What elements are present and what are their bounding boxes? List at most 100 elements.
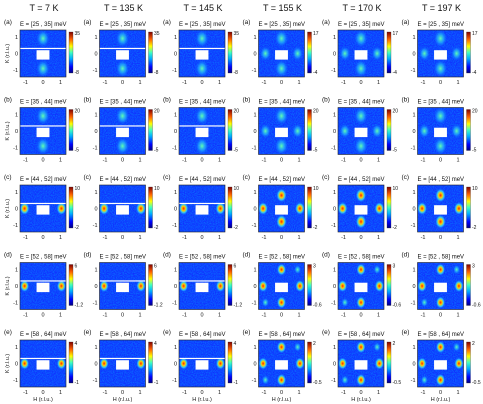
plot-frame bbox=[99, 184, 146, 233]
y-tick-label: -1 bbox=[93, 68, 98, 74]
y-tick-label: 0 bbox=[15, 129, 18, 135]
energy-range-label: E = [44 , 52] meV bbox=[100, 177, 147, 183]
panel: (e) E = [58 , 64] meV 1 0 -1 -1 0 1 H (r.l.u.) 2 -… bbox=[243, 329, 322, 403]
x-tick-label: 0 bbox=[439, 235, 442, 241]
intensity-spot bbox=[420, 297, 429, 308]
x-tick-label: -1 bbox=[23, 390, 28, 396]
colorbar-min-label: -5 bbox=[472, 148, 477, 154]
x-tick-label: 0 bbox=[41, 235, 44, 241]
colorbar-max-label: 4 bbox=[234, 341, 237, 347]
x-tick-label: -1 bbox=[103, 235, 108, 241]
y-tick-label: 1 bbox=[174, 268, 177, 274]
column-title: T = 170 K bbox=[342, 3, 381, 13]
intensity-spot bbox=[339, 45, 351, 62]
x-axis-label: H (r.l.u.) bbox=[113, 397, 133, 403]
masked-line bbox=[179, 202, 225, 205]
x-tick-label: -1 bbox=[103, 158, 108, 164]
colorbar bbox=[466, 186, 471, 229]
y-tick-label: -1 bbox=[93, 378, 98, 384]
y-tick-label: 1 bbox=[253, 113, 256, 119]
colorbar bbox=[386, 186, 392, 229]
intensity-spot bbox=[98, 201, 110, 216]
colorbar-max-label: 20 bbox=[75, 109, 81, 115]
masked-region bbox=[275, 127, 288, 138]
x-tick-label: 0 bbox=[121, 390, 124, 396]
panel: (b) E = [35 , 44] meV 1 0 -1 -1 0 1 20 -5 bbox=[322, 97, 398, 164]
y-tick-label: 0 bbox=[94, 284, 97, 290]
colorbar-max-label: 6 bbox=[75, 264, 78, 270]
y-tick-label: 1 bbox=[412, 268, 415, 274]
y-tick-label: 1 bbox=[94, 35, 97, 41]
intensity-spot bbox=[56, 201, 67, 216]
intensity-spot bbox=[215, 357, 226, 370]
masked-region bbox=[195, 360, 209, 370]
panel-letter: (d) bbox=[84, 252, 92, 259]
y-tick-label: 1 bbox=[253, 35, 256, 41]
colorbar-max-label: 2 bbox=[393, 341, 396, 347]
panel: (b) E = [35 , 44] meV 1 0 -1 -1 0 1 20 -5 bbox=[243, 97, 319, 164]
intensity-spot bbox=[374, 279, 385, 293]
panel-letter: (e) bbox=[243, 329, 251, 336]
y-tick-label: -1 bbox=[13, 300, 18, 306]
x-tick-label: 1 bbox=[456, 235, 459, 241]
x-tick-label: -1 bbox=[262, 313, 267, 319]
intensity-spot bbox=[194, 106, 210, 126]
intensity-spot bbox=[418, 123, 431, 139]
y-tick-label: 0 bbox=[253, 362, 256, 368]
energy-range-label: E = [44 , 52] meV bbox=[259, 177, 306, 183]
y-tick-label: 0 bbox=[94, 129, 97, 135]
x-tick-label: 1 bbox=[456, 313, 459, 319]
colorbar bbox=[466, 31, 471, 74]
energy-range-label: E = [25 , 35] meV bbox=[20, 22, 67, 28]
intensity-spot bbox=[258, 357, 268, 370]
colorbar-max-label: 3 bbox=[393, 264, 396, 270]
masked-region bbox=[116, 360, 129, 370]
colorbar-max-label: 4 bbox=[154, 341, 157, 347]
intensity-spot bbox=[418, 45, 431, 62]
intensity-spot bbox=[194, 59, 210, 78]
panel-letter: (a) bbox=[243, 19, 251, 26]
colorbar bbox=[227, 186, 233, 229]
intensity-spot bbox=[450, 45, 463, 62]
panel-letter: (d) bbox=[243, 252, 251, 259]
plot-frame bbox=[417, 262, 464, 310]
x-tick-label: 1 bbox=[218, 313, 221, 319]
intensity-spot bbox=[215, 201, 226, 216]
panel-letter: (c) bbox=[322, 174, 330, 181]
plot-frame bbox=[178, 107, 226, 155]
x-tick-label: 0 bbox=[439, 158, 442, 164]
y-tick-label: 1 bbox=[333, 35, 336, 41]
colorbar-min-label: -2 bbox=[472, 225, 477, 231]
panel-letter: (a) bbox=[4, 19, 12, 26]
colorbar-max-label: 35 bbox=[154, 31, 160, 37]
colorbar bbox=[386, 31, 392, 74]
masked-line bbox=[20, 357, 66, 360]
energy-range-label: E = [35 , 44] meV bbox=[179, 100, 226, 106]
intensity-spot bbox=[258, 279, 268, 293]
x-tick-label: 0 bbox=[280, 313, 283, 319]
x-tick-label: 0 bbox=[200, 158, 203, 164]
energy-range-label: E = [25 , 35] meV bbox=[179, 22, 226, 28]
masked-line bbox=[20, 202, 66, 205]
energy-range-label: E = [35 , 44] meV bbox=[418, 100, 465, 106]
colorbar-min-label: -1 bbox=[75, 380, 80, 386]
intensity-spot bbox=[371, 45, 383, 62]
intensity-spot bbox=[355, 214, 367, 229]
panel-letter: (b) bbox=[322, 97, 330, 104]
masked-region bbox=[195, 50, 209, 60]
plot-frame bbox=[337, 339, 385, 388]
panel-letter: (b) bbox=[243, 97, 251, 104]
panel-letter: (b) bbox=[402, 97, 410, 104]
x-tick-label: -1 bbox=[182, 80, 187, 86]
intensity-spot bbox=[56, 279, 67, 293]
intensity-spot bbox=[454, 279, 464, 293]
x-tick-label: 0 bbox=[359, 158, 362, 164]
panel: (d) E = [52 , 58] meV 1 0 -1 -1 0 1 6 -1.2 bbox=[163, 252, 242, 319]
panel-letter: (e) bbox=[163, 329, 171, 336]
y-tick-label: 1 bbox=[174, 345, 177, 351]
energy-range-label: E = [35 , 44] meV bbox=[338, 100, 385, 106]
intensity-spot bbox=[35, 106, 51, 126]
intensity-spot bbox=[19, 201, 30, 216]
intensity-spot bbox=[356, 296, 366, 309]
